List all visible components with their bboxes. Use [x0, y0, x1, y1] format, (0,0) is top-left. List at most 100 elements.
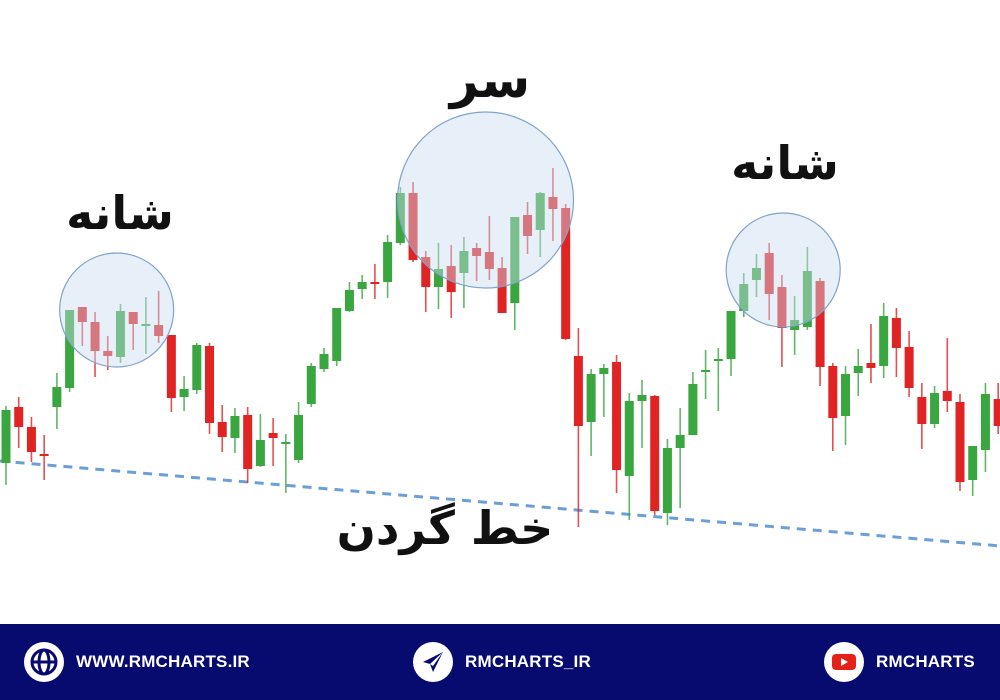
- candle-down: [993, 383, 1000, 434]
- candle-down: [26, 417, 36, 462]
- candle-body: [154, 325, 164, 336]
- candle-body: [968, 446, 978, 480]
- candle-up: [688, 372, 698, 435]
- candle-up: [675, 408, 685, 508]
- candle-body: [472, 248, 482, 256]
- candle-down: [14, 397, 24, 448]
- candle-body: [90, 322, 100, 351]
- candle-body: [319, 354, 329, 369]
- candle-body: [230, 416, 240, 438]
- candle-body: [459, 251, 469, 273]
- neckline: [0, 459, 1000, 548]
- footer-bar: WWW.RMCHARTS.IR RMCHARTS_IR RMCHARTS: [0, 624, 1000, 700]
- candle-down: [77, 307, 87, 346]
- candle-body: [777, 287, 787, 328]
- candle-body: [433, 269, 443, 287]
- candle-down: [548, 168, 558, 241]
- candle-down: [472, 243, 482, 281]
- candle-body: [853, 366, 863, 373]
- candle-down: [166, 335, 176, 412]
- candle-down: [891, 308, 901, 377]
- candle-up: [459, 237, 469, 308]
- candle-body: [65, 310, 75, 388]
- candle-body: [77, 307, 87, 322]
- candle-up: [383, 235, 393, 298]
- candle-up: [344, 282, 354, 312]
- telegram-icon: [413, 642, 453, 682]
- candle-body: [383, 242, 393, 282]
- candle-body: [510, 217, 520, 303]
- candle-body: [243, 415, 253, 469]
- candle-body: [484, 252, 494, 269]
- candle-body: [255, 440, 265, 466]
- highlight-circle: [725, 212, 841, 328]
- right-shoulder-label: شانه: [731, 136, 839, 190]
- candle-body: [650, 396, 660, 511]
- youtube-link[interactable]: RMCHARTS: [824, 642, 975, 682]
- candle-body: [637, 395, 647, 401]
- candle-down: [904, 331, 914, 397]
- candle-down: [815, 278, 825, 386]
- candle-body: [103, 351, 113, 356]
- youtube-text: RMCHARTS: [876, 652, 975, 671]
- candle-up: [306, 363, 316, 407]
- neckline-label: خط گردن: [336, 501, 554, 555]
- candle-body: [217, 422, 227, 437]
- candle-up: [739, 273, 749, 317]
- telegram-link[interactable]: RMCHARTS_IR: [413, 642, 591, 682]
- candle-up: [433, 243, 443, 309]
- candle-body: [879, 316, 889, 366]
- candle-body: [166, 335, 176, 398]
- candle-up: [968, 446, 978, 496]
- candle-body: [930, 393, 940, 424]
- candle-down: [942, 338, 952, 412]
- candle-up: [662, 439, 672, 525]
- candle-up: [726, 311, 736, 376]
- candle-up: [1, 406, 11, 485]
- candle-body: [942, 391, 952, 401]
- candle-down: [955, 394, 965, 491]
- candle-down: [650, 395, 660, 515]
- candle-body: [612, 362, 622, 470]
- candle-body: [523, 215, 533, 236]
- candle-down: [90, 312, 100, 377]
- candle-up: [65, 310, 75, 392]
- candle-down: [154, 291, 164, 343]
- website-link[interactable]: WWW.RMCHARTS.IR: [24, 642, 250, 682]
- candle-body: [395, 193, 405, 243]
- candle-body: [192, 345, 202, 390]
- candle-down: [421, 251, 431, 312]
- candle-down: [205, 343, 215, 434]
- candle-body: [357, 282, 367, 289]
- candle-body: [446, 266, 456, 292]
- candle-body: [573, 356, 583, 426]
- candle-down: [370, 264, 380, 299]
- candle-up: [853, 349, 863, 396]
- candle-body: [115, 311, 125, 357]
- highlight-circle: [59, 252, 175, 368]
- candle-body: [294, 415, 304, 460]
- candle-body: [586, 374, 596, 422]
- candle-body: [739, 284, 749, 311]
- candle-body: [841, 374, 851, 416]
- candle-up: [586, 369, 596, 456]
- candle-body: [751, 268, 761, 280]
- candle-up: [192, 343, 202, 394]
- candle-down: [243, 407, 253, 483]
- candle-body: [675, 435, 685, 448]
- head-label: سر: [449, 51, 531, 109]
- candle-body: [332, 308, 342, 361]
- candle-down: [497, 257, 507, 313]
- candle-up: [395, 187, 405, 245]
- candle-down: [128, 312, 138, 350]
- candle-body: [141, 324, 151, 326]
- candle-up: [980, 383, 990, 472]
- candle-down: [103, 336, 113, 370]
- candle-body: [421, 257, 431, 287]
- candle-body: [891, 318, 901, 348]
- candle-body: [408, 193, 418, 260]
- candle-up: [637, 380, 647, 448]
- telegram-text: RMCHARTS_IR: [465, 652, 591, 671]
- candle-down: [484, 216, 494, 280]
- candle-body: [662, 448, 672, 513]
